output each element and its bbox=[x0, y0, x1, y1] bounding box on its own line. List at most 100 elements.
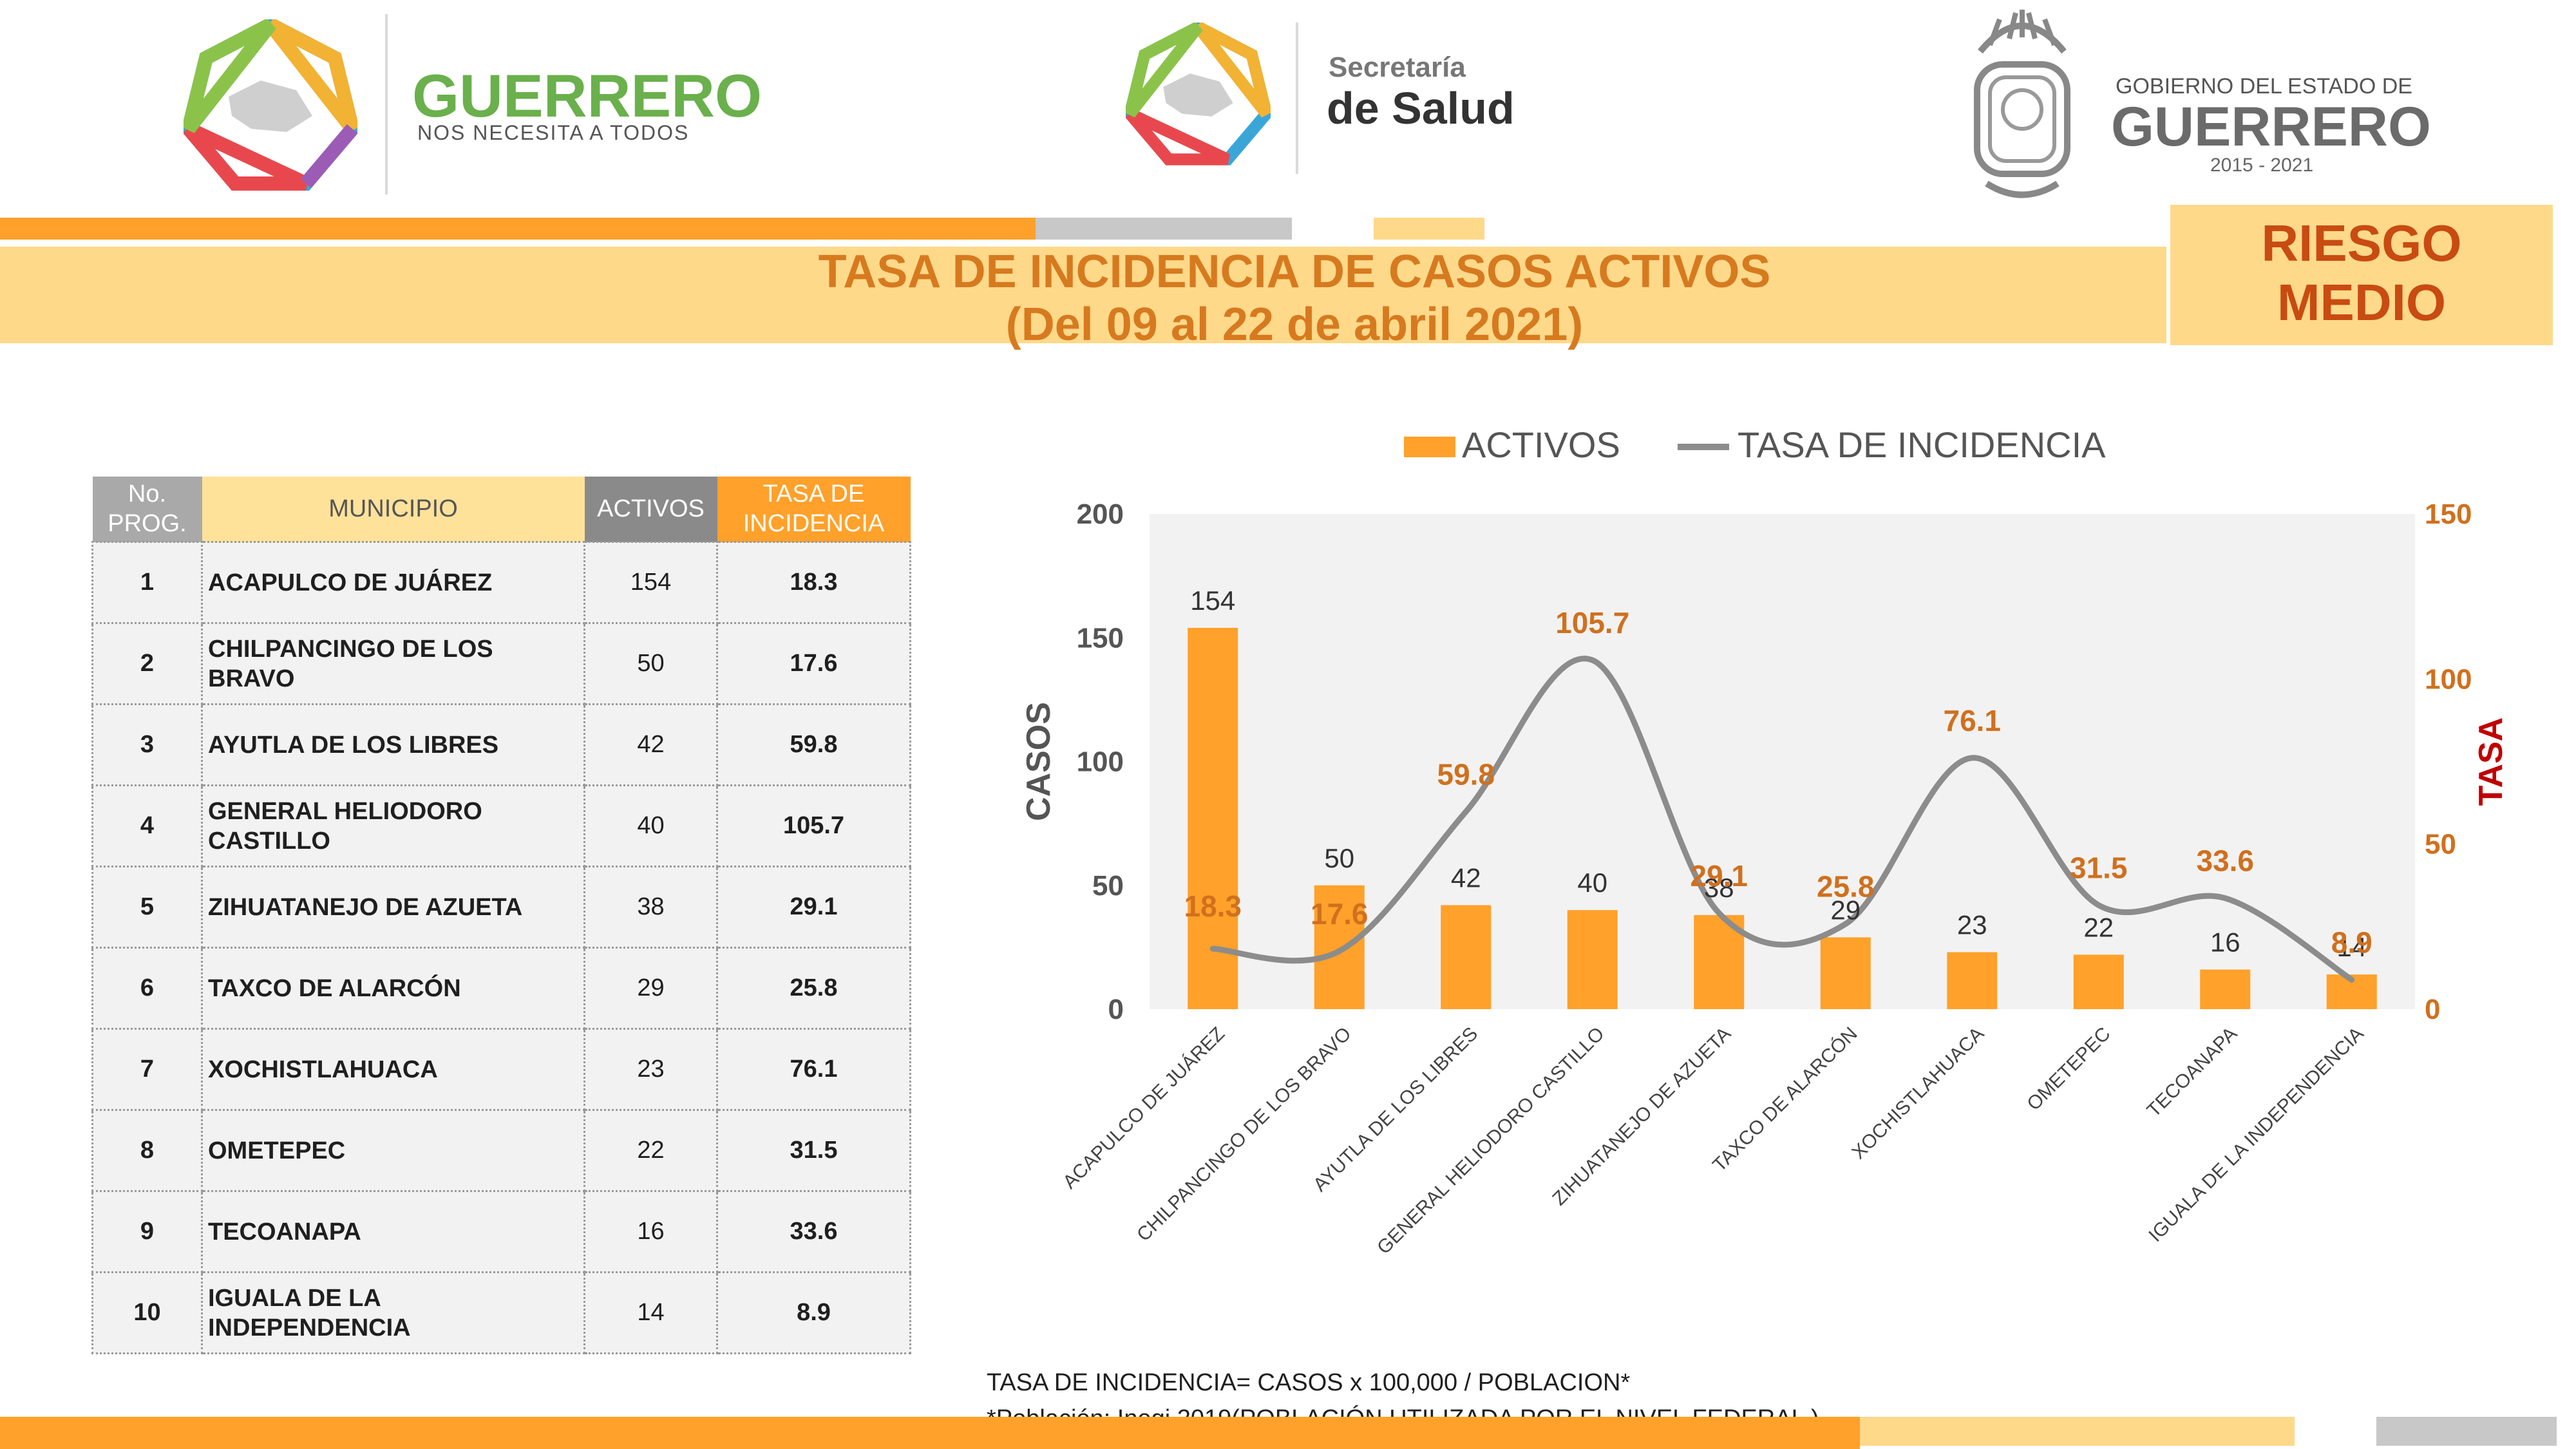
data-label-activos: 42 bbox=[1451, 863, 1481, 893]
cell-tasa: 8.9 bbox=[716, 1271, 911, 1354]
cell-municipio: ZIHUATANEJO DE AZUETA bbox=[201, 866, 585, 949]
cell-no: 5 bbox=[91, 866, 203, 949]
cell-activos: 154 bbox=[583, 541, 718, 624]
header-municipio: MUNICIPIO bbox=[202, 477, 585, 542]
line-tasa bbox=[1209, 656, 2355, 983]
header-no-line1: No. bbox=[128, 480, 167, 507]
chart-legend: ACTIVOS TASA DE INCIDENCIA bbox=[1404, 424, 2106, 465]
y-tick-label-left: 0 bbox=[1108, 994, 1124, 1025]
cell-no: 6 bbox=[91, 947, 203, 1030]
header-no-prog: No. PROG. bbox=[92, 477, 202, 542]
data-label-tasa: 29.1 bbox=[1690, 859, 1748, 893]
bar-activos bbox=[1567, 910, 1618, 1009]
cell-tasa: 33.6 bbox=[716, 1190, 911, 1273]
cell-municipio: GENERAL HELIODORO CASTILLO bbox=[201, 784, 585, 867]
bar-activos bbox=[1820, 937, 1871, 1009]
y-axis-left: 0 50 100 150 200 bbox=[1077, 498, 1124, 1025]
data-label-tasa: 25.8 bbox=[1817, 870, 1875, 904]
bar-activos bbox=[1441, 905, 1492, 1009]
municipality-table: No. PROG. MUNICIPIO ACTIVOS TASA DE INCI… bbox=[91, 477, 911, 1354]
y-tick-label-left: 100 bbox=[1077, 746, 1124, 778]
gobierno-logo-line2: GUERRERO bbox=[2111, 96, 2431, 158]
page-title: TASA DE INCIDENCIA DE CASOS ACTIVOS bbox=[818, 246, 1771, 298]
x-tick-label: XOCHISTLAHUACA bbox=[1848, 1023, 1988, 1164]
y-axis-title-left: CASOS bbox=[1020, 702, 1057, 821]
incidence-chart: ACTIVOS TASA DE INCIDENCIA 0 50 100 150 200 0… bbox=[1020, 424, 2510, 1259]
top-light-bar bbox=[1374, 218, 1484, 240]
salud-logo-line2: de Salud bbox=[1327, 83, 1515, 133]
guerrero-emblem-icon bbox=[184, 19, 357, 191]
top-gray-bar bbox=[1036, 218, 1292, 240]
bottom-orange-bar-thick bbox=[0, 1417, 1860, 1446]
y-tick-label-right: 150 bbox=[2425, 498, 2472, 530]
data-label-activos: 14 bbox=[2336, 932, 2367, 962]
bar-activos bbox=[1314, 885, 1365, 1009]
line-series-tasa bbox=[1209, 656, 2355, 983]
guerrero-logo-tagline: NOS NECESITA A TODOS bbox=[417, 121, 690, 144]
cell-activos: 23 bbox=[583, 1028, 718, 1111]
cell-activos: 38 bbox=[583, 866, 718, 949]
data-label-tasa: 17.6 bbox=[1311, 897, 1368, 931]
data-label-tasa: 18.3 bbox=[1184, 889, 1242, 923]
bar-activos bbox=[2073, 954, 2124, 1009]
cell-no: 1 bbox=[91, 541, 203, 624]
x-tick-label: IGUALA DE LA INDEPENDENCIA bbox=[2145, 1023, 2367, 1246]
legend-swatch-activos bbox=[1404, 437, 1455, 457]
risk-level-line1: RIESGO bbox=[2261, 214, 2462, 272]
y-tick-label-right: 100 bbox=[2425, 663, 2472, 695]
data-label-activos: 29 bbox=[1830, 895, 1861, 925]
cell-activos: 50 bbox=[583, 622, 718, 705]
cell-activos: 14 bbox=[583, 1271, 718, 1354]
legend-label-tasa: TASA DE INCIDENCIA bbox=[1738, 424, 2106, 465]
gobierno-logo-line3: 2015 - 2021 bbox=[2210, 155, 2314, 176]
y-axis-title-right: TASA bbox=[2472, 717, 2510, 806]
gobierno-logo-line1: GOBIERNO DEL ESTADO DE bbox=[2116, 74, 2412, 99]
legend-label-activos: ACTIVOS bbox=[1462, 424, 1620, 465]
x-tick-label: GENERAL HELIODORO CASTILLO bbox=[1373, 1023, 1609, 1259]
x-tick-label: TAXCO DE ALARCÓN bbox=[1709, 1023, 1861, 1176]
table-row: 3 AYUTLA DE LOS LIBRES 42 59.8 bbox=[91, 703, 911, 786]
cell-tasa: 25.8 bbox=[716, 947, 911, 1030]
bar-activos bbox=[1947, 952, 1998, 1009]
table-header-row: No. PROG. MUNICIPIO ACTIVOS TASA DE INCI… bbox=[92, 477, 911, 542]
header-no-line2: PROG. bbox=[108, 510, 187, 537]
data-label-tasa: 59.8 bbox=[1437, 757, 1495, 791]
table-row: 6 TAXCO DE ALARCÓN 29 25.8 bbox=[91, 947, 911, 1030]
cell-no: 4 bbox=[91, 784, 203, 867]
data-labels: 154 50 42 40 38 29 23 22 16 14 18.3 17.6 59.8 105.7 29… bbox=[1184, 585, 2372, 962]
table-row: 4 GENERAL HELIODORO CASTILLO 40 105.7 bbox=[91, 784, 911, 867]
page-subtitle: (Del 09 al 22 de abril 2021) bbox=[1005, 299, 1584, 350]
table-row: 2 CHILPANCINGO DE LOS BRAVO 50 17.6 bbox=[91, 622, 911, 705]
cell-no: 7 bbox=[91, 1028, 203, 1111]
data-label-activos: 50 bbox=[1324, 843, 1354, 873]
cell-activos: 22 bbox=[583, 1109, 718, 1192]
header-activos: ACTIVOS bbox=[584, 477, 717, 542]
cell-tasa: 76.1 bbox=[716, 1028, 911, 1111]
cell-tasa: 18.3 bbox=[716, 541, 911, 624]
bar-activos bbox=[2200, 969, 2251, 1009]
data-label-activos: 16 bbox=[2210, 927, 2240, 957]
cell-no: 8 bbox=[91, 1109, 203, 1192]
cell-municipio: OMETEPEC bbox=[201, 1109, 585, 1192]
cell-no: 2 bbox=[91, 622, 203, 705]
cell-municipio: AYUTLA DE LOS LIBRES bbox=[201, 703, 585, 786]
table-row: 7 XOCHISTLAHUACA 23 76.1 bbox=[91, 1028, 911, 1111]
cell-municipio: TAXCO DE ALARCÓN bbox=[201, 947, 585, 1030]
cell-municipio: TECOANAPA bbox=[201, 1190, 585, 1273]
x-tick-label: OMETEPEC bbox=[2023, 1023, 2114, 1115]
cell-municipio: CHILPANCINGO DE LOS BRAVO bbox=[201, 622, 585, 705]
data-label-tasa: 31.5 bbox=[2070, 851, 2128, 885]
bottom-orange-bar bbox=[0, 1446, 1860, 1449]
table-row: 9 TECOANAPA 16 33.6 bbox=[91, 1190, 911, 1273]
data-label-tasa: 76.1 bbox=[1943, 704, 2001, 737]
data-label-activos: 38 bbox=[1704, 873, 1734, 903]
data-label-tasa: 8.9 bbox=[2331, 925, 2372, 959]
table-body: 1 ACAPULCO DE JUÁREZ 154 18.3 2 CHILPANCINGO … bbox=[91, 541, 911, 1354]
y-axis-right: 0 50 100 150 bbox=[2425, 498, 2472, 1025]
cell-no: 9 bbox=[91, 1190, 203, 1273]
header-tasa-line1: TASA DE bbox=[762, 480, 865, 507]
data-label-activos: 40 bbox=[1577, 867, 1607, 898]
cell-no: 10 bbox=[91, 1271, 203, 1354]
cell-activos: 16 bbox=[583, 1190, 718, 1273]
salud-emblem-icon bbox=[1126, 23, 1271, 166]
